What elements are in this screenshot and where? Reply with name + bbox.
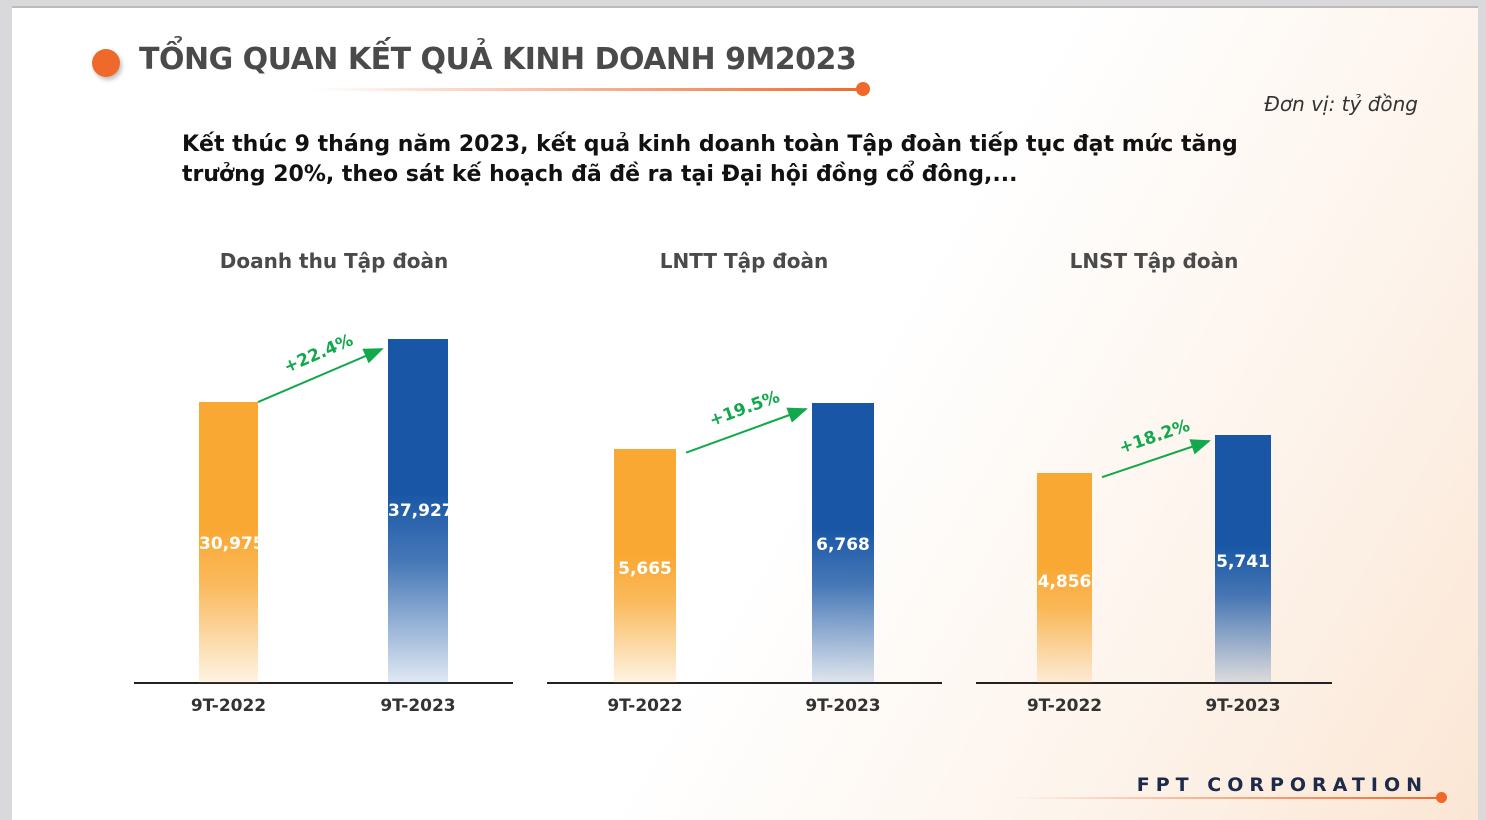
- bar-9T-2022: [199, 402, 258, 683]
- title-underline: [312, 88, 862, 91]
- x-axis-line: [134, 682, 513, 684]
- bar-9T-2022: [614, 448, 676, 683]
- category-label: 9T-2023: [1205, 696, 1281, 716]
- growth-arrows: [257, 348, 1211, 479]
- growth-arrow: [257, 348, 384, 403]
- value-label: 5,665: [618, 558, 672, 579]
- category-label: 9T-2022: [1026, 696, 1103, 716]
- chart-title: LNST Tập đoàn: [1069, 249, 1239, 273]
- bar-9T-2023: [812, 403, 874, 683]
- x-axis-line: [547, 682, 942, 684]
- underline-dot-icon: [856, 82, 870, 96]
- bar-9T-2023: [1215, 435, 1271, 683]
- category-label: 9T-2023: [805, 696, 881, 716]
- category-label: 9T-2022: [607, 696, 683, 716]
- footer-dot-icon: [1436, 792, 1447, 803]
- category-label: 9T-2022: [190, 696, 267, 716]
- footer-line: [1012, 797, 1442, 799]
- growth-arrow: [1101, 439, 1211, 479]
- x-axis-line: [976, 682, 1332, 684]
- page-title: TỔNG QUAN KẾT QUẢ KINH DOANH 9M2023: [139, 42, 857, 77]
- chart-title: LNTT Tập đoàn: [659, 249, 829, 273]
- intro-text: Kết thúc 9 tháng năm 2023, kết quả kinh …: [182, 132, 1238, 187]
- bar-9T-2022: [1037, 473, 1092, 683]
- bar-9T-2023: [388, 339, 448, 683]
- chart-title: Doanh thu Tập đoàn: [219, 249, 449, 273]
- category-label: 9T-2023: [380, 696, 456, 716]
- brand-logo-text: FPT CORPORATION: [1136, 774, 1428, 796]
- divider: [12, 6, 1478, 8]
- value-label: 30,975: [199, 534, 258, 555]
- value-label: 37,927: [388, 500, 448, 521]
- title-bullet-icon: [92, 49, 120, 77]
- slide: TỔNG QUAN KẾT QUẢ KINH DOANH 9M2023 Đơn …: [12, 6, 1478, 820]
- growth-arrow: [685, 407, 808, 454]
- value-label: 5,741: [1216, 551, 1270, 572]
- value-label: 4,856: [1037, 571, 1092, 592]
- unit-label: Đơn vị: tỷ đồng: [1264, 92, 1418, 116]
- value-label: 6,768: [816, 534, 870, 555]
